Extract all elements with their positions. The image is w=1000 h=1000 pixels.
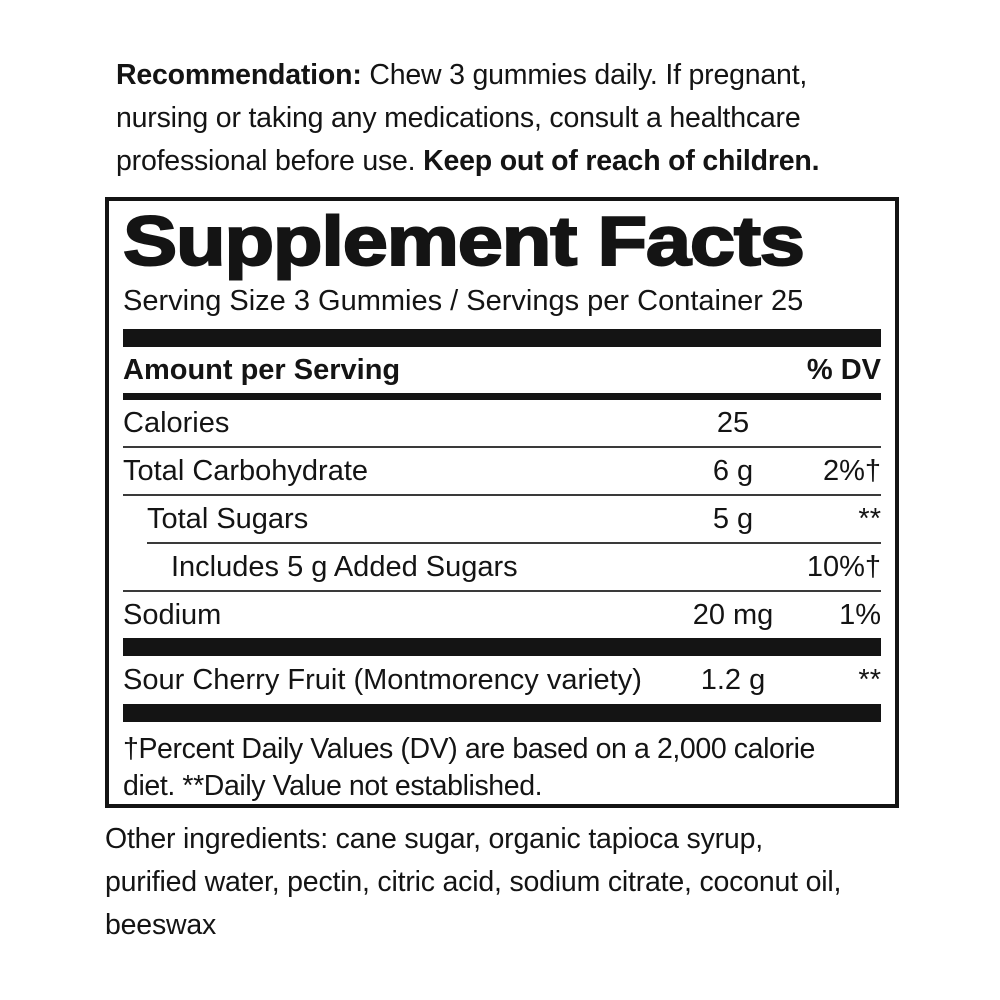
- nutrient-dv: 1%: [839, 598, 881, 631]
- nutrient-dv: **: [858, 502, 881, 535]
- other-ingredients-line-1: Other ingredients: cane sugar, organic t…: [105, 823, 763, 855]
- recommendation-lead-bold: Recommendation:: [116, 59, 362, 91]
- column-header-row: Amount per Serving % DV: [123, 347, 881, 393]
- nutrient-dv: **: [858, 663, 881, 696]
- nutrient-amount: 1.2 g: [700, 663, 766, 696]
- recommendation-line-3: professional before use. Keep out of rea…: [116, 140, 820, 183]
- supplement-facts-panel: Supplement Facts Serving Size 3 Gummies …: [105, 197, 899, 808]
- nutrient-row-total-carbohydrate: Total Carbohydrate 6 g 2%†: [123, 448, 881, 494]
- row-divider: [147, 542, 881, 544]
- footnote-line-1: †Percent Daily Values (DV) are based on …: [123, 733, 815, 765]
- supplement-facts-title-text: Supplement Facts: [122, 202, 806, 280]
- recommendation-line-2: nursing or taking any medications, consu…: [116, 102, 801, 134]
- nutrient-name: Includes 5 g Added Sugars: [171, 550, 518, 583]
- recommendation-line-3-text: professional before use.: [116, 145, 424, 177]
- nutrient-dv: 10%†: [806, 550, 881, 583]
- amount-per-serving-header: Amount per Serving: [123, 353, 401, 386]
- separator-bar-bottom: [123, 704, 881, 722]
- nutrient-name: Sour Cherry Fruit (Montmorency variety): [123, 663, 642, 696]
- nutrient-dv: 2%†: [822, 454, 881, 487]
- recommendation-tail-bold: Keep out of reach of children.: [423, 145, 820, 177]
- nutrient-name: Total Sugars: [147, 502, 309, 535]
- nutrient-amount: 6 g: [712, 454, 754, 487]
- nutrient-amount: 25: [716, 406, 750, 439]
- nutrient-row-sour-cherry-fruit: Sour Cherry Fruit (Montmorency variety) …: [123, 656, 881, 704]
- nutrient-row-calories: Calories 25: [123, 400, 881, 446]
- nutrient-row-added-sugars: Includes 5 g Added Sugars 10%†: [123, 544, 881, 590]
- row-divider: [123, 446, 881, 448]
- separator-bar-middle: [123, 638, 881, 656]
- nutrient-name: Sodium: [123, 598, 222, 631]
- nutrient-row-sodium: Sodium 20 mg 1%: [123, 592, 881, 638]
- supplement-facts-title: Supplement Facts: [122, 202, 881, 280]
- row-divider: [123, 590, 881, 592]
- nutrient-name: Total Carbohydrate: [123, 454, 369, 487]
- nutrient-row-total-sugars: Total Sugars 5 g **: [123, 496, 881, 542]
- separator-bar-medium: [123, 393, 881, 400]
- nutrient-amount: 5 g: [712, 502, 754, 535]
- percent-dv-header: % DV: [806, 353, 881, 386]
- other-ingredients-line-3: beeswax: [105, 909, 217, 941]
- other-ingredients: Other ingredients: cane sugar, organic t…: [105, 818, 841, 947]
- recommendation-line-1-text: Chew 3 gummies daily. If pregnant,: [361, 59, 808, 91]
- footnote-line-2: diet. **Daily Value not established.: [123, 770, 543, 802]
- serving-info: Serving Size 3 Gummies / Servings per Co…: [123, 285, 804, 317]
- footnote: †Percent Daily Values (DV) are based on …: [123, 722, 881, 805]
- recommendation-paragraph: Recommendation: Chew 3 gummies daily. If…: [116, 54, 820, 183]
- nutrient-name: Calories: [123, 406, 230, 439]
- row-divider: [123, 494, 881, 496]
- separator-bar-top: [123, 329, 881, 347]
- nutrient-amount: 20 mg: [692, 598, 774, 631]
- recommendation-line-1: Recommendation: Chew 3 gummies daily. If…: [116, 54, 819, 97]
- other-ingredients-line-2: purified water, pectin, citric acid, sod…: [105, 866, 842, 898]
